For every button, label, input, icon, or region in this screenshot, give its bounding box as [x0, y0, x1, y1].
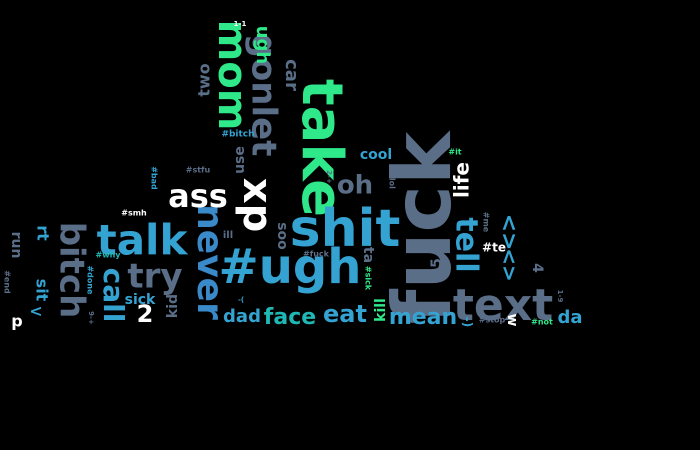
cloud-word: tell [449, 217, 484, 272]
cloud-word: talk [97, 216, 189, 265]
cloud-word: mean [389, 305, 457, 330]
cloud-word: try [127, 257, 182, 297]
cloud-word: cool [360, 147, 392, 163]
cloud-word: #te [482, 241, 506, 255]
cloud-word: #bitch [221, 130, 254, 140]
cloud-word: <> [498, 248, 522, 282]
cloud-word: #smh [121, 209, 147, 218]
cloud-word: rt [34, 225, 53, 241]
cloud-word: kill [373, 298, 389, 322]
cloud-word: w [504, 314, 520, 327]
cloud-word: eat [323, 300, 367, 328]
cloud-word: p [11, 312, 22, 331]
cloud-word: ill [223, 230, 233, 241]
cloud-word: two [195, 63, 214, 96]
cloud-word: 2 [137, 300, 154, 328]
cloud-word: ass [168, 177, 228, 215]
cloud-word: dad [223, 306, 261, 327]
cloud-word: #not [531, 318, 553, 327]
cloud-word: #done [86, 265, 95, 295]
cloud-word: bitch [52, 222, 92, 319]
cloud-word: 4 [529, 263, 545, 273]
cloud-word: never [189, 204, 230, 320]
cloud-word: xp [234, 178, 280, 232]
cloud-word: #why [95, 251, 121, 260]
cloud-word: 1-1 [234, 20, 247, 28]
cloud-word: fuck [376, 130, 469, 324]
cloud-word: life [450, 162, 474, 198]
cloud-word: text [453, 280, 553, 331]
cloud-word: da [557, 307, 582, 328]
cloud-word: ta [360, 247, 376, 263]
cloud-word: use [232, 146, 248, 174]
cloud-word: gonlet [244, 34, 284, 157]
cloud-word: #fuck [303, 250, 330, 259]
cloud-word: mom [209, 20, 255, 131]
cloud-word: 5 [429, 258, 445, 268]
cloud-word: #it [448, 148, 461, 157]
cloud-word: sick [125, 292, 156, 308]
cloud-word: <> [496, 214, 521, 251]
cloud-word: car [281, 59, 302, 91]
cloud-word: #ugh [219, 239, 362, 295]
cloud-word: 9-+ [87, 311, 95, 325]
cloud-word: call [97, 268, 130, 323]
cloud-word: sit [33, 279, 52, 302]
cloud-word: run [8, 232, 24, 259]
cloud-word: #sick [364, 266, 373, 291]
cloud-word: #bad [150, 166, 159, 190]
cloud-word: -( [238, 296, 244, 304]
cloud-word: oh [337, 171, 373, 201]
cloud-word: soo [274, 222, 290, 250]
cloud-word: #lol [388, 171, 397, 189]
cloud-word: #end [3, 270, 12, 294]
cloud-word: 1-9 [556, 290, 564, 303]
cloud-word: take [289, 79, 354, 217]
cloud-word: kid [165, 294, 181, 318]
cloud-word: #me [482, 212, 491, 233]
cloud-word: shit [290, 199, 401, 259]
cloud-word: ugh [252, 26, 273, 65]
cloud-word: face [264, 305, 316, 330]
cloud-word: #stop [479, 316, 506, 325]
cloud-word: -) [461, 317, 475, 327]
cloud-word: 2-+ [325, 170, 333, 184]
cloud-word: #stfu [186, 166, 211, 175]
cloud-word: < [29, 302, 42, 321]
